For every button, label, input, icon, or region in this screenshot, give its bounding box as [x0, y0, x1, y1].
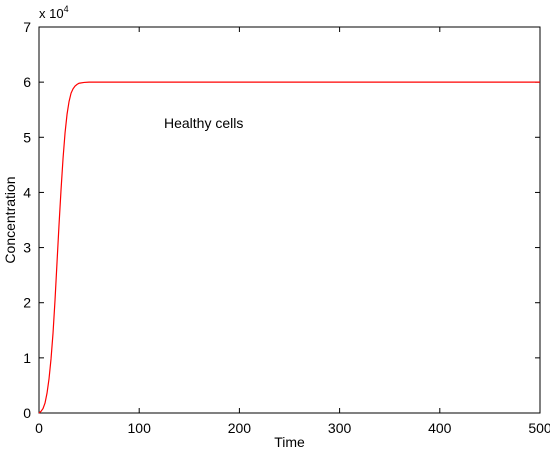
- x-tick-label: 300: [328, 420, 352, 436]
- curve-annotation: Healthy cells: [164, 115, 243, 131]
- x-axis-label: Time: [274, 434, 305, 450]
- y-axis-ticks: 0 1 2 3 4 5 6 7: [23, 19, 540, 421]
- y-tick-label: 2: [23, 295, 31, 311]
- y-scale-exponent: 4: [64, 4, 69, 14]
- x-tick-label: 200: [228, 420, 252, 436]
- x-axis-ticks: 0 100 200 300 400 500: [35, 27, 550, 436]
- y-tick-label: 0: [23, 405, 31, 421]
- series-layer: [38, 81, 540, 414]
- y-tick-label: 1: [23, 350, 31, 366]
- y-scale-label: x 104: [39, 4, 69, 21]
- series-line: [38, 81, 540, 414]
- y-tick-label: 7: [23, 19, 31, 35]
- x-tick-label: 100: [128, 420, 152, 436]
- y-tick-label: 3: [23, 240, 31, 256]
- x-tick-label: 400: [428, 420, 452, 436]
- x-tick-label: 500: [528, 420, 550, 436]
- x-tick-label: 0: [35, 420, 43, 436]
- y-tick-label: 4: [23, 184, 31, 200]
- y-tick-label: 6: [23, 74, 31, 90]
- y-scale-base: x 10: [39, 6, 64, 21]
- y-tick-label: 5: [23, 129, 31, 145]
- y-axis-label: Concentration: [2, 176, 18, 263]
- plot-area: [38, 26, 541, 414]
